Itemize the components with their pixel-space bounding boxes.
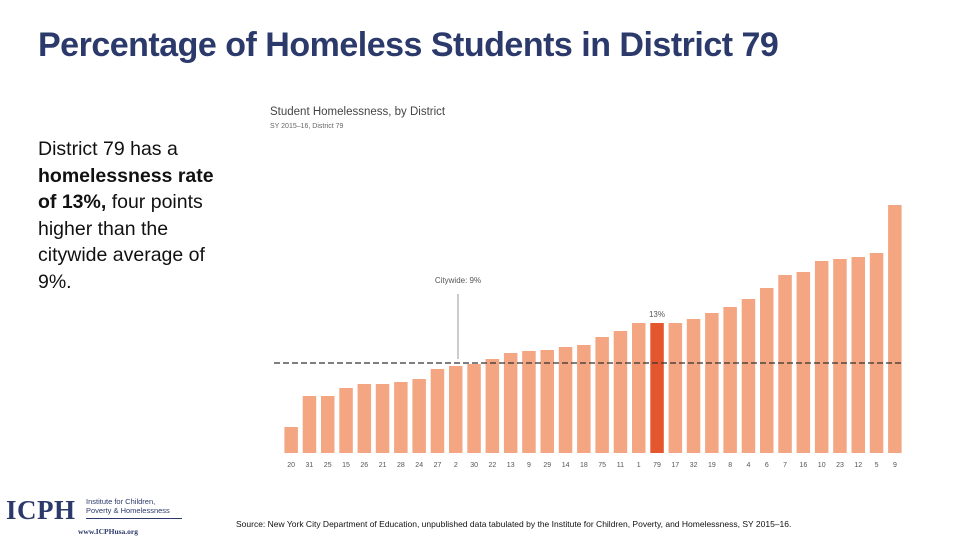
x-tick-label: 31 <box>306 462 314 469</box>
bar <box>833 259 847 453</box>
logo-subtitle: Institute for Children, Poverty & Homele… <box>86 497 186 515</box>
x-tick-label: 20 <box>287 462 295 469</box>
bar <box>485 359 500 453</box>
x-tick-label: 23 <box>836 462 844 469</box>
bar <box>412 379 426 453</box>
bar <box>613 331 628 453</box>
x-tick-label: 4 <box>747 462 751 469</box>
bar <box>449 366 463 453</box>
slide-title: Percentage of Homeless Students in Distr… <box>38 26 779 64</box>
x-tick-label: 79 <box>653 462 661 469</box>
summary-text: District 79 has a homelessness rate of 1… <box>38 136 228 295</box>
bar <box>705 313 719 453</box>
bar <box>522 351 536 453</box>
x-tick-label: 1 <box>637 462 641 469</box>
bar <box>467 364 481 453</box>
bar <box>577 345 591 453</box>
x-tick-label: 9 <box>527 462 531 469</box>
chart-subtitle: SY 2015–16, District 79 <box>270 123 344 130</box>
x-tick-label: 6 <box>765 462 769 469</box>
x-tick-label: 13 <box>507 462 515 469</box>
highlight-value-label: 13% <box>649 310 665 319</box>
bar <box>394 382 408 453</box>
chart-container: Student Homelessness, by District SY 201… <box>262 100 914 480</box>
bar <box>284 427 298 453</box>
x-tick-label: 75 <box>598 462 606 469</box>
logo-subtitle-line-2: Poverty & Homelessness <box>86 505 170 515</box>
bar <box>778 275 792 453</box>
x-tick-label: 14 <box>562 462 570 469</box>
bar <box>302 396 317 453</box>
bar <box>375 384 390 453</box>
x-tick-label: 25 <box>324 462 332 469</box>
bar <box>851 257 865 453</box>
x-tick-label: 16 <box>800 462 808 469</box>
x-tick-label: 27 <box>434 462 442 469</box>
bar <box>668 323 683 453</box>
bar <box>339 388 353 453</box>
logo-url: www.ICPHusa.org <box>78 527 139 536</box>
bar <box>321 396 335 453</box>
bar <box>760 288 774 453</box>
bar <box>888 205 902 453</box>
bar <box>503 353 518 453</box>
x-tick-label: 30 <box>470 462 478 469</box>
chart-title: Student Homelessness, by District <box>270 106 446 118</box>
x-tick-label: 11 <box>617 462 624 469</box>
bar <box>558 347 573 453</box>
bar <box>686 319 701 453</box>
x-tick-label: 15 <box>342 462 350 469</box>
bar <box>632 323 646 453</box>
bar-highlight <box>650 323 664 453</box>
bar <box>796 272 811 453</box>
summary-emphasis: homelessness rate of 13%, <box>38 164 214 214</box>
x-tick-label: 7 <box>783 462 787 469</box>
x-tick-label: 12 <box>854 462 862 469</box>
x-tick-label: 2 <box>454 462 458 469</box>
summary-prefix: District 79 has a <box>38 138 178 160</box>
bar <box>540 350 554 453</box>
bar <box>430 369 445 453</box>
bar <box>741 299 756 453</box>
x-tick-label: 29 <box>543 462 551 469</box>
bar <box>595 337 609 453</box>
x-tick-label: 5 <box>875 462 879 469</box>
x-tick-label: 10 <box>818 462 826 469</box>
x-tick-label: 17 <box>671 462 679 469</box>
x-tick-label: 26 <box>360 462 368 469</box>
bar <box>814 261 829 453</box>
x-tick-label: 19 <box>708 462 716 469</box>
bar <box>723 307 737 453</box>
bar <box>357 384 372 453</box>
x-tick-label: 18 <box>580 462 588 469</box>
summary-suffix: four points higher than the citywide ave… <box>38 191 205 293</box>
district-bar-chart: Student Homelessness, by District SY 201… <box>270 106 904 469</box>
icph-logo: ICPH Institute for Children, Poverty & H… <box>6 495 182 537</box>
x-tick-label: 21 <box>379 462 387 469</box>
x-tick-label: 32 <box>690 462 698 469</box>
x-tick-label: 22 <box>489 462 497 469</box>
average-label: Citywide: 9% <box>435 276 481 285</box>
x-tick-label: 28 <box>397 462 405 469</box>
logo-subtitle-line-1: Institute for Children, <box>86 497 156 506</box>
source-note: Source: New York City Department of Educ… <box>236 519 792 529</box>
x-tick-label: 8 <box>728 462 732 469</box>
x-tick-label: 24 <box>415 462 423 469</box>
logo-wordmark: ICPH <box>6 495 76 525</box>
bar <box>869 253 884 453</box>
x-tick-label: 9 <box>893 462 897 469</box>
logo-divider <box>86 518 182 519</box>
